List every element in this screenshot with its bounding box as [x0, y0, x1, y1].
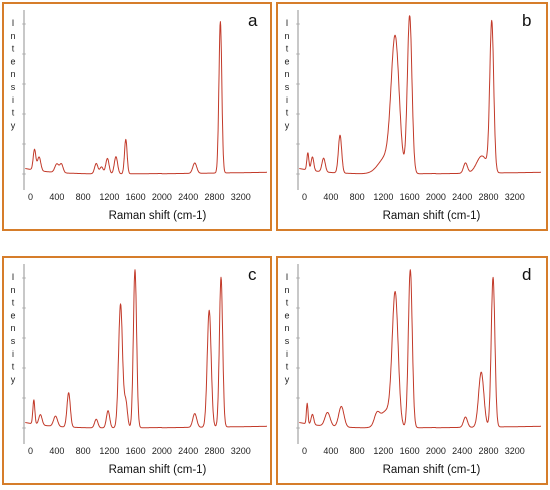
y-axis-label-letter: e — [10, 56, 15, 66]
x-tick-label: 2400 — [178, 192, 198, 202]
y-axis-label-letter: s — [285, 336, 290, 346]
y-axis-label-letter: t — [286, 298, 289, 308]
x-tick-label: 1600 — [400, 446, 420, 456]
y-axis-label-letter: I — [286, 272, 289, 282]
y-axis-label-letter: n — [10, 31, 15, 41]
y-axis-label-letter: n — [10, 285, 15, 295]
x-tick-label: 1200 — [99, 446, 119, 456]
x-axis-label: Raman shift (cm-1) — [109, 464, 207, 476]
y-axis-label-letter: t — [12, 362, 15, 372]
y-axis-label-letter: t — [12, 298, 15, 308]
x-tick-label: 1200 — [373, 446, 393, 456]
x-tick-label: 2400 — [178, 446, 198, 456]
y-axis-label-letter: I — [286, 18, 289, 28]
x-tick-label: 2000 — [426, 446, 446, 456]
y-axis-label-letter: n — [284, 31, 289, 41]
x-axis-label: Raman shift (cm-1) — [109, 210, 207, 222]
y-axis-label-letter: n — [10, 323, 15, 333]
panel-label: a — [248, 11, 258, 30]
y-axis-label-letter: n — [10, 69, 15, 79]
x-tick-label: 2800 — [204, 446, 224, 456]
panel-label: d — [522, 265, 531, 284]
x-tick-label: 400 — [49, 192, 64, 202]
x-tick-label: 3200 — [231, 192, 251, 202]
y-axis-label-letter: t — [286, 108, 289, 118]
x-tick-label: 400 — [323, 192, 338, 202]
y-axis-label-letter: y — [11, 374, 16, 384]
panel-label: b — [522, 11, 531, 30]
x-tick-label: 1600 — [400, 192, 420, 202]
x-axis-label: Raman shift (cm-1) — [383, 210, 481, 222]
y-axis-label-letter: n — [284, 323, 289, 333]
y-axis-label-letter: s — [11, 82, 16, 92]
y-axis-label-letter: n — [284, 69, 289, 79]
y-axis-label-letter: e — [284, 56, 289, 66]
x-tick-label: 1200 — [99, 192, 119, 202]
x-tick-label: 800 — [350, 446, 365, 456]
y-axis-label-letter: s — [285, 82, 290, 92]
spectrum-line-d — [299, 269, 542, 429]
panel-label: c — [248, 265, 257, 284]
x-tick-label: 3200 — [231, 446, 251, 456]
y-axis-label-letter: i — [286, 95, 288, 105]
y-axis-label-letter: t — [12, 44, 15, 54]
y-axis-label-letter: y — [285, 120, 290, 130]
x-tick-label: 800 — [350, 192, 365, 202]
y-axis-label-letter: y — [285, 374, 290, 384]
x-tick-label: 2800 — [478, 192, 498, 202]
y-axis-label-letter: i — [12, 349, 14, 359]
x-tick-label: 0 — [28, 446, 33, 456]
y-axis-label-letter: I — [12, 272, 15, 282]
x-tick-label: 1600 — [126, 446, 146, 456]
x-tick-label: 400 — [323, 446, 338, 456]
x-tick-label: 2800 — [204, 192, 224, 202]
x-tick-label: 1600 — [126, 192, 146, 202]
x-tick-label: 400 — [49, 446, 64, 456]
x-axis-label: Raman shift (cm-1) — [383, 464, 481, 476]
y-axis-label-letter: t — [12, 108, 15, 118]
y-axis-label-letter: t — [286, 362, 289, 372]
x-tick-label: 1200 — [373, 192, 393, 202]
y-axis-label-letter: e — [284, 310, 289, 320]
x-tick-label: 2800 — [478, 446, 498, 456]
x-tick-label: 2400 — [452, 446, 472, 456]
x-tick-label: 3200 — [505, 446, 525, 456]
x-tick-label: 0 — [302, 192, 307, 202]
x-tick-label: 2400 — [452, 192, 472, 202]
spectrum-line-b — [299, 15, 542, 175]
y-axis-label-letter: t — [286, 44, 289, 54]
y-axis-label-letter: I — [12, 18, 15, 28]
x-tick-label: 800 — [76, 446, 91, 456]
y-axis-label-letter: e — [10, 310, 15, 320]
x-tick-label: 2000 — [152, 192, 172, 202]
y-axis-label-letter: n — [284, 285, 289, 295]
spectrum-line-c — [25, 269, 268, 429]
x-tick-label: 0 — [28, 192, 33, 202]
y-axis-label-letter: y — [11, 120, 16, 130]
x-tick-label: 2000 — [426, 192, 446, 202]
x-tick-label: 0 — [302, 446, 307, 456]
x-tick-label: 3200 — [505, 192, 525, 202]
y-axis-label-letter: i — [286, 349, 288, 359]
x-tick-label: 2000 — [152, 446, 172, 456]
spectrum-line-a — [25, 21, 268, 175]
y-axis-label-letter: s — [11, 336, 16, 346]
y-axis-label-letter: i — [12, 95, 14, 105]
x-tick-label: 800 — [76, 192, 91, 202]
